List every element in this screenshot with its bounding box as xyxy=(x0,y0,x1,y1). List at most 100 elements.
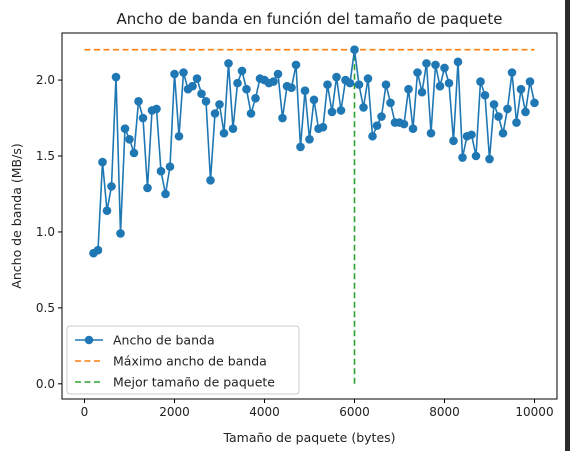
data-point xyxy=(489,100,499,109)
data-point xyxy=(246,109,256,118)
data-point xyxy=(336,106,346,115)
data-point xyxy=(228,124,238,133)
y-tick-label: 1.5 xyxy=(36,149,55,163)
data-point xyxy=(426,128,436,138)
data-point xyxy=(435,81,445,91)
data-point xyxy=(417,87,427,97)
data-point xyxy=(440,63,449,73)
y-axis-label: Ancho de banda (MB/s) xyxy=(9,143,24,288)
window-edge xyxy=(565,0,570,451)
data-point xyxy=(381,80,391,89)
data-point xyxy=(125,135,134,144)
data-point xyxy=(156,166,166,176)
data-point xyxy=(138,113,148,123)
data-point xyxy=(251,94,260,103)
data-point xyxy=(206,176,215,185)
data-point xyxy=(498,128,508,138)
data-point xyxy=(233,78,242,88)
data-point xyxy=(287,83,296,92)
x-tick-label: 10000 xyxy=(515,405,553,419)
data-point xyxy=(174,131,184,141)
data-point xyxy=(210,109,220,118)
data-point xyxy=(188,81,197,91)
data-point xyxy=(422,59,431,68)
data-point xyxy=(431,60,440,70)
data-point xyxy=(201,97,211,106)
data-point xyxy=(215,100,224,109)
data-point xyxy=(318,122,328,132)
legend-marker xyxy=(84,335,94,345)
data-point xyxy=(516,84,526,94)
data-point xyxy=(224,59,233,68)
data-point xyxy=(161,189,170,199)
x-tick-label: 0 xyxy=(81,405,89,419)
data-point xyxy=(305,135,314,144)
data-point xyxy=(278,113,287,123)
data-point xyxy=(197,89,206,99)
data-point xyxy=(111,72,121,82)
data-point xyxy=(503,104,512,114)
y-tick-label: 2.0 xyxy=(36,73,55,87)
data-point xyxy=(467,130,476,140)
data-point xyxy=(494,112,503,121)
data-point xyxy=(471,151,481,161)
x-tick-label: 6000 xyxy=(339,405,370,419)
data-point xyxy=(512,118,521,127)
data-point xyxy=(143,183,152,193)
data-point xyxy=(327,107,337,117)
data-point xyxy=(179,68,188,77)
data-point xyxy=(399,119,409,129)
y-tick-label: 0.0 xyxy=(36,377,55,391)
data-point xyxy=(323,80,332,89)
data-point xyxy=(107,182,116,191)
data-point xyxy=(476,77,485,86)
data-point xyxy=(98,157,107,167)
data-point xyxy=(404,84,413,94)
data-point xyxy=(300,86,310,96)
data-point xyxy=(120,124,130,133)
y-axis-ticks: 0.0 0.5 1.0 1.5 2.0 xyxy=(36,73,62,391)
data-point xyxy=(129,148,139,158)
data-point xyxy=(413,68,422,77)
data-point xyxy=(408,124,418,133)
data-point xyxy=(242,84,251,94)
legend-box xyxy=(66,325,300,395)
data-point xyxy=(269,77,278,86)
data-point xyxy=(480,90,490,100)
data-point xyxy=(359,103,368,112)
data-point xyxy=(192,74,202,83)
data-point xyxy=(102,206,112,215)
data-point xyxy=(453,57,463,67)
data-point xyxy=(219,128,229,138)
data-point xyxy=(332,72,341,82)
y-tick-label: 1.0 xyxy=(36,225,55,239)
data-point xyxy=(530,98,539,108)
data-point xyxy=(165,162,175,171)
data-point xyxy=(372,121,382,130)
data-point xyxy=(237,66,247,76)
data-point xyxy=(345,78,355,88)
x-tick-label: 8000 xyxy=(429,405,460,419)
y-tick-label: 0.5 xyxy=(36,301,55,315)
data-point xyxy=(449,136,458,146)
legend: Ancho de banda Máximo ancho de banda Mejor… xyxy=(66,325,300,395)
legend-label-2: Mejor tamaño de paquete xyxy=(113,375,275,390)
chart-title: Ancho de banda en función del tamaño de … xyxy=(117,10,503,28)
x-axis-label: Tamaño de paquete (bytes) xyxy=(222,430,395,445)
data-point xyxy=(377,112,386,121)
data-point xyxy=(170,69,179,79)
data-point xyxy=(152,104,161,114)
data-point xyxy=(444,78,454,88)
data-point xyxy=(296,142,305,152)
data-point xyxy=(134,97,143,106)
data-point xyxy=(525,77,535,86)
x-tick-label: 4000 xyxy=(249,405,280,419)
data-point xyxy=(273,69,283,79)
data-point xyxy=(485,154,494,164)
x-axis-ticks: 0 2000 4000 6000 8000 10000 xyxy=(81,399,554,419)
data-point xyxy=(368,131,377,141)
data-point xyxy=(116,229,125,238)
legend-label-0: Ancho de banda xyxy=(113,333,215,348)
data-point xyxy=(291,60,301,70)
